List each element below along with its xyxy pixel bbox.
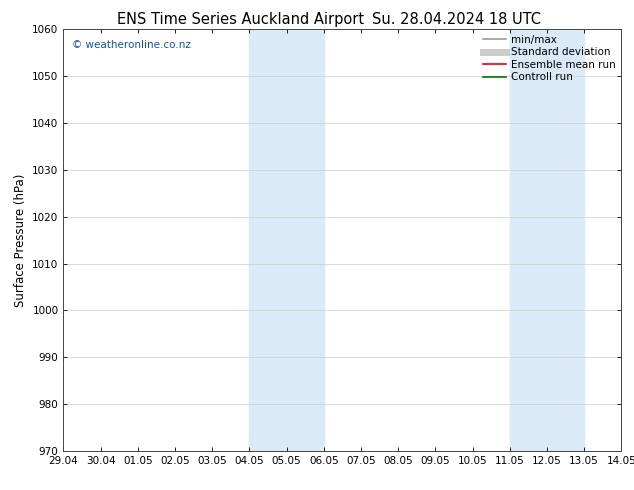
- Text: Su. 28.04.2024 18 UTC: Su. 28.04.2024 18 UTC: [372, 12, 541, 27]
- Legend: min/max, Standard deviation, Ensemble mean run, Controll run: min/max, Standard deviation, Ensemble me…: [480, 31, 619, 86]
- Y-axis label: Surface Pressure (hPa): Surface Pressure (hPa): [14, 173, 27, 307]
- Text: ENS Time Series Auckland Airport: ENS Time Series Auckland Airport: [117, 12, 365, 27]
- Bar: [249, 29, 324, 451]
- Text: © weatheronline.co.nz: © weatheronline.co.nz: [72, 40, 191, 50]
- Bar: [510, 29, 584, 451]
